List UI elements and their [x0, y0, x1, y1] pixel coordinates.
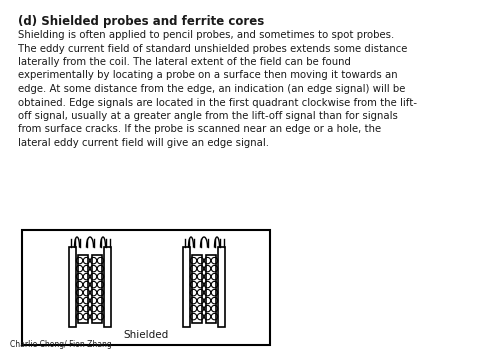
Text: lateral eddy current field will give an edge signal.: lateral eddy current field will give an … — [18, 138, 269, 148]
Text: Charlie Chong/ Fion Zhang: Charlie Chong/ Fion Zhang — [10, 340, 112, 349]
Bar — [218, 247, 225, 327]
Text: edge. At some distance from the edge, an indication (an edge signal) will be: edge. At some distance from the edge, an… — [18, 84, 406, 94]
Bar — [22, 230, 270, 345]
Text: from surface cracks. If the probe is scanned near an edge or a hole, the: from surface cracks. If the probe is sca… — [18, 125, 381, 134]
Bar — [183, 247, 190, 327]
Bar — [192, 255, 202, 323]
Text: off signal, usually at a greater angle from the lift-off signal than for signals: off signal, usually at a greater angle f… — [18, 111, 398, 121]
Bar — [92, 255, 102, 323]
Text: Shielded: Shielded — [124, 330, 168, 340]
Text: Shielding is often applied to pencil probes, and sometimes to spot probes.: Shielding is often applied to pencil pro… — [18, 30, 394, 40]
Bar — [206, 255, 216, 323]
Text: The eddy current field of standard unshielded probes extends some distance: The eddy current field of standard unshi… — [18, 43, 407, 54]
Bar — [104, 247, 111, 327]
Bar — [69, 247, 76, 327]
Bar — [78, 255, 88, 323]
Text: obtained. Edge signals are located in the first quadrant clockwise from the lift: obtained. Edge signals are located in th… — [18, 97, 417, 108]
Text: (d) Shielded probes and ferrite cores: (d) Shielded probes and ferrite cores — [18, 15, 264, 28]
Text: experimentally by locating a probe on a surface then moving it towards an: experimentally by locating a probe on a … — [18, 71, 398, 80]
Text: laterally from the coil. The lateral extent of the field can be found: laterally from the coil. The lateral ext… — [18, 57, 351, 67]
